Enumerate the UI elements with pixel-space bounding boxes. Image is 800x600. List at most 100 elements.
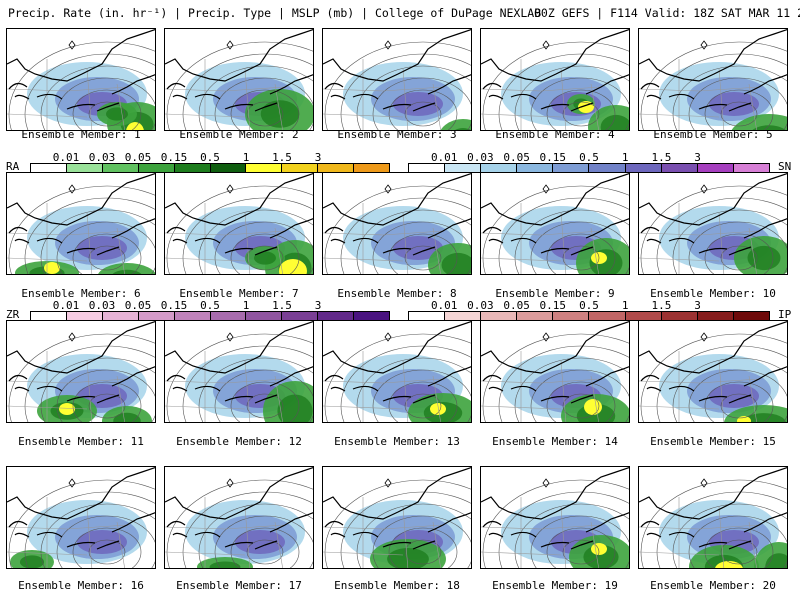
- colorbar-swatch: [589, 312, 626, 320]
- ensemble-member-label: Ensemble Member: 1: [21, 128, 141, 141]
- ensemble-member-label: Ensemble Member: 11: [18, 435, 144, 448]
- colorbar-tick-label: 0.05: [503, 151, 530, 164]
- colorbar-swatch: [553, 312, 590, 320]
- header: Precip. Rate (in. hr⁻¹) | Precip. Type |…: [0, 0, 800, 26]
- colorbar-swatch: [174, 164, 211, 172]
- colorbar-tick-label: 3: [694, 151, 701, 164]
- colorbar-swatch: [553, 164, 590, 172]
- colorbar-tick-label: 1: [621, 299, 629, 312]
- colorbar-swatch: [138, 164, 175, 172]
- ensemble-member-label: Ensemble Member: 16: [18, 579, 144, 592]
- colorbar-swatch: [661, 164, 698, 172]
- colorbar-swatch: [31, 312, 67, 320]
- colorbar-tick-label: 0.15: [160, 299, 188, 312]
- precip-map: [639, 467, 787, 568]
- colorbar-tick-label: 0.01: [430, 151, 458, 164]
- ensemble-member-map: [164, 320, 314, 423]
- colorbar-tick-label: 0.15: [539, 299, 567, 312]
- precip-map: [323, 29, 471, 130]
- colorbar-swatch: [318, 312, 355, 320]
- ensemble-member-map: [164, 172, 314, 275]
- colorbar-swatch: [66, 312, 103, 320]
- ensemble-member-label: Ensemble Member: 20: [650, 579, 776, 592]
- ensemble-member-label: Ensemble Member: 7: [179, 287, 299, 300]
- precip-map: [7, 321, 155, 422]
- colorbar-tick-label: 3: [694, 299, 701, 312]
- ensemble-member-map: [480, 466, 630, 569]
- ensemble-member-label: Ensemble Member: 3: [337, 128, 457, 141]
- ensemble-member-map: [322, 466, 472, 569]
- ensemble-member-map: [6, 172, 156, 275]
- ensemble-member-label: Ensemble Member: 4: [495, 128, 615, 141]
- colorbar-swatch: [318, 164, 355, 172]
- colorbar-swatch: [354, 164, 390, 172]
- ensemble-member-label: Ensemble Member: 14: [492, 435, 618, 448]
- colorbar-swatch: [625, 312, 662, 320]
- colorbar-tick-label: 1.5: [651, 299, 672, 312]
- colorbar-swatch: [66, 164, 103, 172]
- precip-map: [323, 467, 471, 568]
- colorbar-tick-label: 0.5: [579, 299, 599, 312]
- colorbar-ra: [30, 163, 390, 173]
- precip-map: [165, 173, 313, 274]
- ensemble-member-map: [638, 320, 788, 423]
- ensemble-member-map: [164, 466, 314, 569]
- precip-map: [639, 173, 787, 274]
- ensemble-member-label: Ensemble Member: 18: [334, 579, 460, 592]
- colorbar-tick-label: 3: [314, 151, 322, 164]
- ensemble-member-label: Ensemble Member: 2: [179, 128, 299, 141]
- ensemble-member-map: [322, 320, 472, 423]
- colorbar-tick-label: 0.05: [503, 299, 530, 312]
- precip-map: [165, 321, 313, 422]
- colorbar-tick-label: 3: [314, 299, 322, 312]
- colorbar-tick-label: 1: [621, 151, 629, 164]
- colorbar-tick-label: 1: [242, 151, 250, 164]
- ensemble-member-label: Ensemble Member: 17: [176, 579, 302, 592]
- colorbar-swatch: [102, 164, 139, 172]
- ensemble-member-map: [480, 172, 630, 275]
- colorbar-swatch: [138, 312, 175, 320]
- ensemble-member-label: Ensemble Member: 8: [337, 287, 457, 300]
- colorbar-tick-label: 0.03: [88, 299, 116, 312]
- colorbar-swatch: [589, 164, 626, 172]
- colorbar-swatch: [517, 312, 554, 320]
- ensemble-member-map: [638, 28, 788, 131]
- colorbar-swatch: [625, 164, 662, 172]
- header-title-right: 00Z GEFS | F114 Valid: 18Z SAT MAR 11 20…: [534, 6, 800, 20]
- colorbar-swatch: [102, 312, 139, 320]
- colorbar-swatch: [481, 164, 518, 172]
- colorbar-tick-label: 0.5: [200, 299, 220, 312]
- ensemble-member-map: [6, 320, 156, 423]
- precip-map: [7, 467, 155, 568]
- precip-type-label: ZR: [6, 308, 20, 321]
- precip-map: [323, 173, 471, 274]
- precip-map: [7, 29, 155, 130]
- colorbar-tick-label: 0.5: [200, 151, 220, 164]
- precip-map: [481, 321, 629, 422]
- precip-map: [481, 29, 629, 130]
- ensemble-member-map: [638, 466, 788, 569]
- header-title-left: Precip. Rate (in. hr⁻¹) | Precip. Type |…: [8, 6, 542, 20]
- colorbar-tick-label: 0.01: [430, 299, 458, 312]
- colorbar-tick-label: 0.15: [539, 151, 567, 164]
- ensemble-member-map: [322, 172, 472, 275]
- colorbar-tick-label: 0.03: [88, 151, 116, 164]
- colorbar-swatch: [31, 164, 67, 172]
- colorbar-swatch: [481, 312, 518, 320]
- colorbar-tick-label: 0.01: [52, 151, 80, 164]
- colorbar-swatch: [409, 164, 446, 172]
- colorbar-tick-label: 1.5: [651, 151, 672, 164]
- colorbar-swatch: [445, 164, 482, 172]
- ensemble-member-map: [6, 28, 156, 131]
- colorbar-swatch: [733, 312, 769, 320]
- precip-type-label: RA: [6, 160, 20, 173]
- colorbar-tick-label: 0.03: [467, 299, 494, 312]
- precip-map: [165, 29, 313, 130]
- colorbar-swatch: [517, 164, 554, 172]
- colorbar-tick-label: 1: [242, 299, 250, 312]
- ensemble-member-map: [322, 28, 472, 131]
- colorbar-swatch: [174, 312, 211, 320]
- colorbar-tick-label: 1.5: [272, 299, 292, 312]
- precip-map: [7, 173, 155, 274]
- ensemble-member-label: Ensemble Member: 9: [495, 287, 615, 300]
